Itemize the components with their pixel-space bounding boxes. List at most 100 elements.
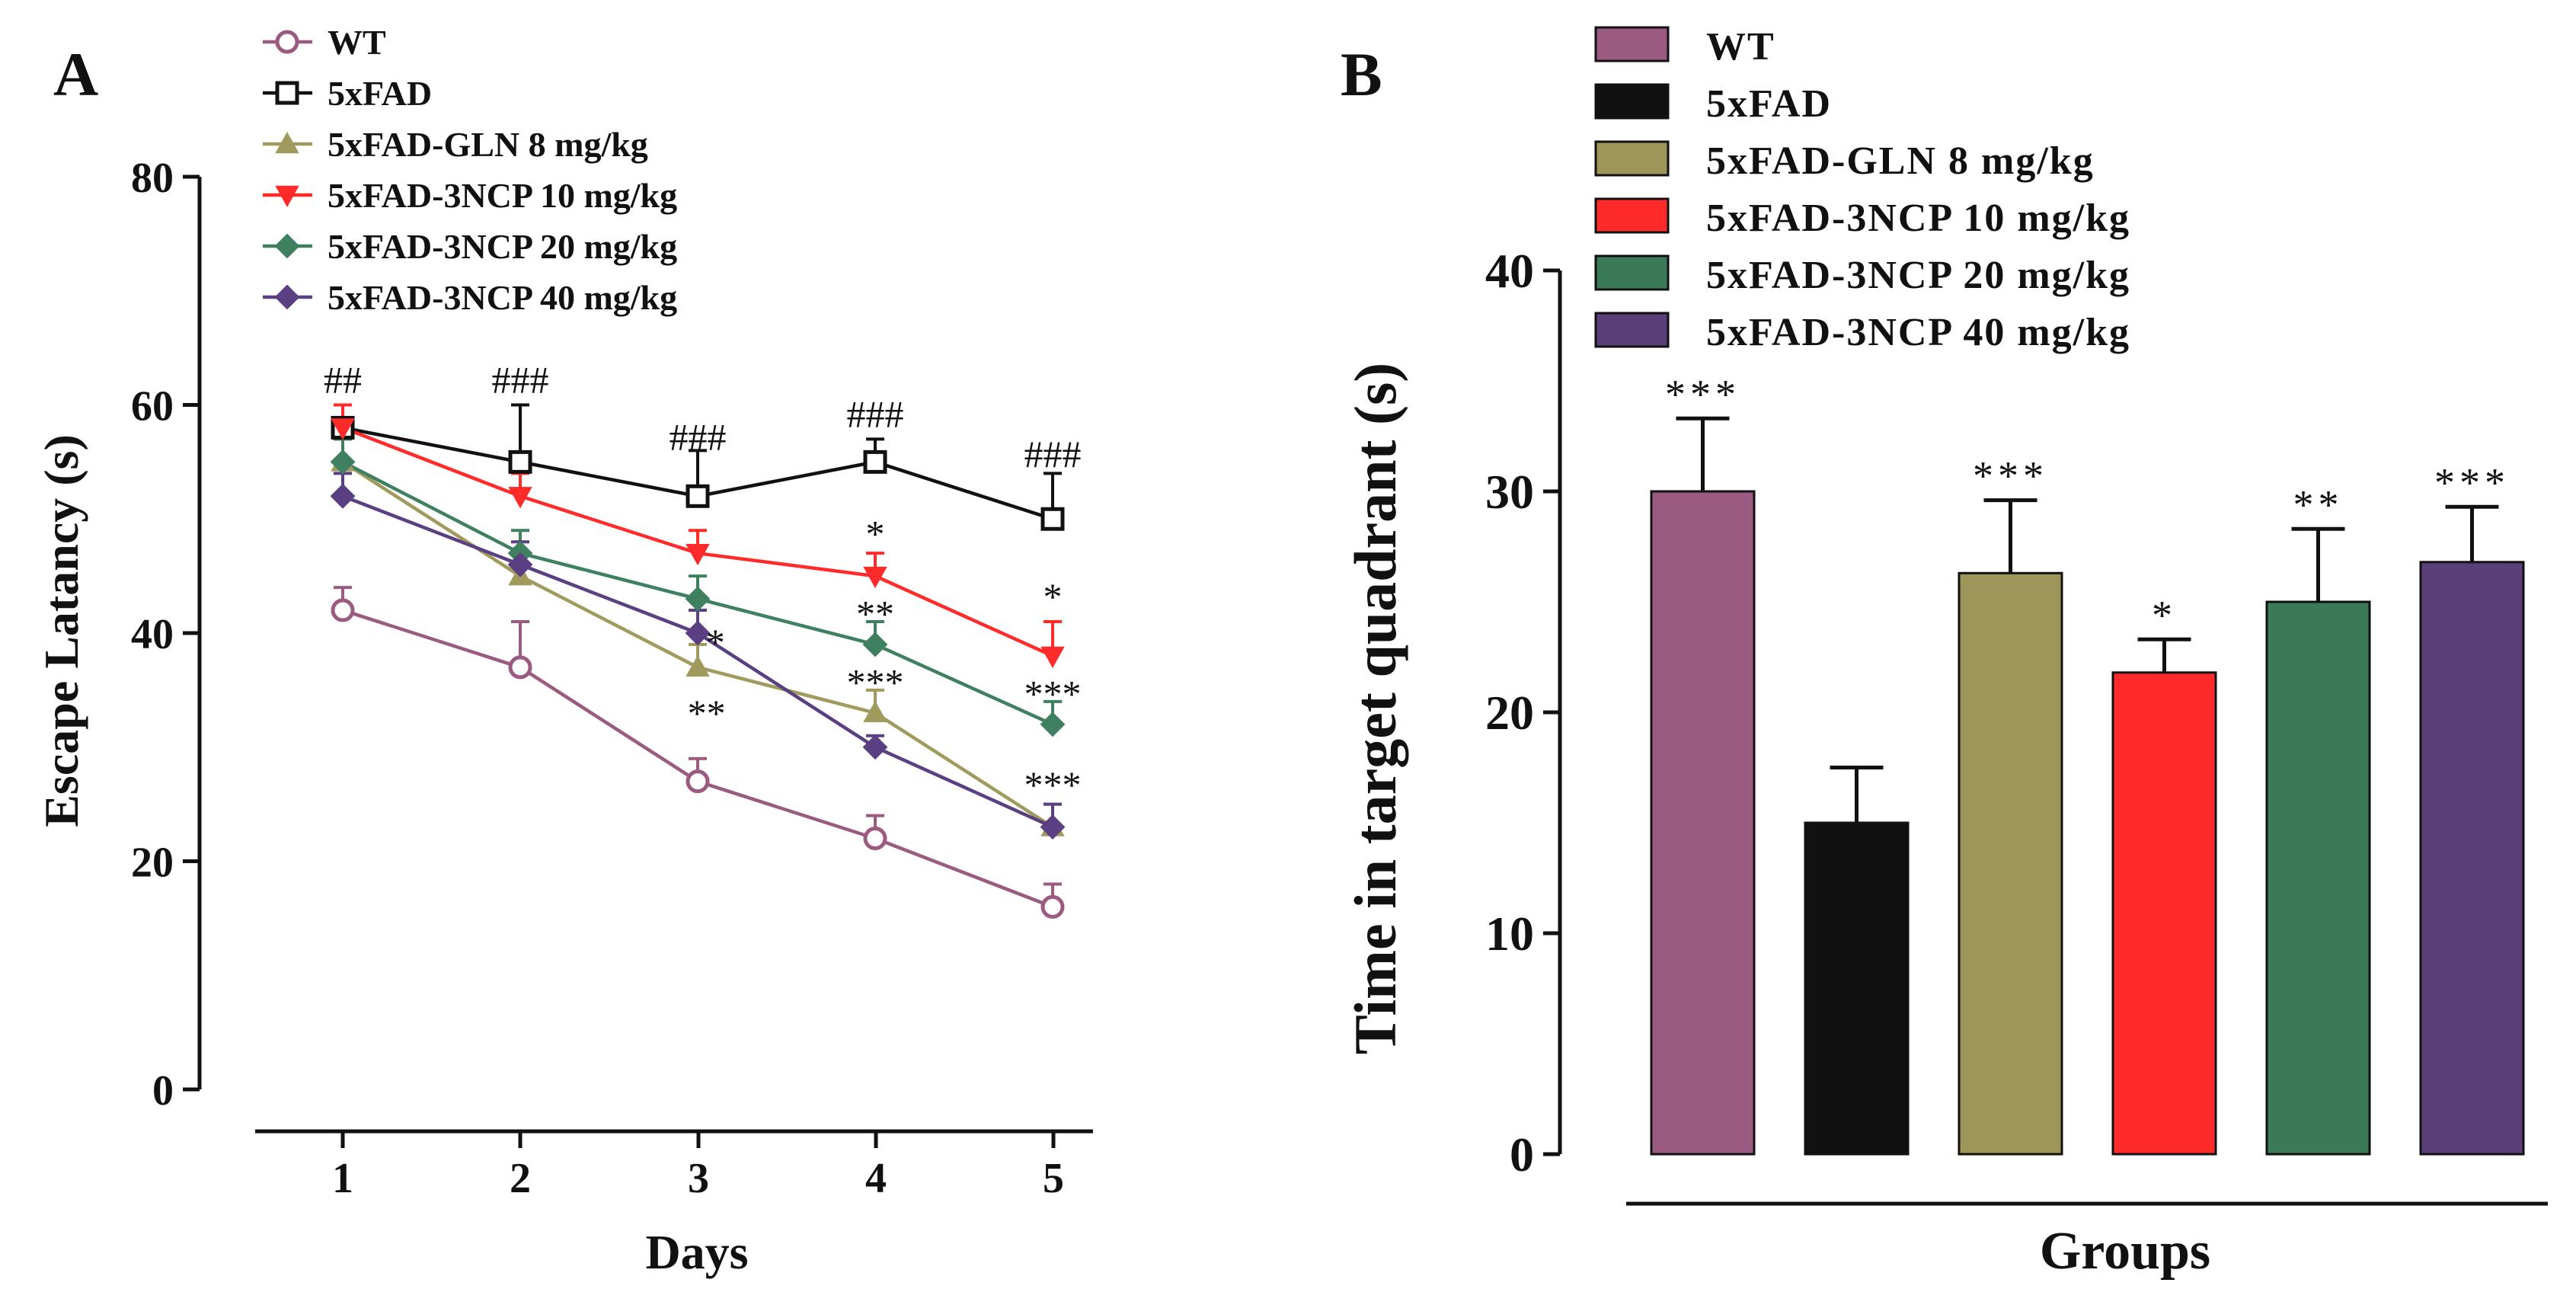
legend-label: 5xFAD-3NCP 40 mg/kg xyxy=(328,278,677,317)
panel-a-y-axis-label: Escape Latancy (s) xyxy=(34,434,88,827)
data-point-marker xyxy=(274,284,300,310)
data-point-marker xyxy=(274,233,300,259)
legend-label: 5xFAD-3NCP 20 mg/kg xyxy=(328,227,677,266)
legend-label: WT xyxy=(1706,25,1775,69)
y-tick-label: 30 xyxy=(1485,465,1534,519)
data-point-marker xyxy=(331,598,355,622)
data-point-marker xyxy=(507,552,533,577)
panel-b-bars: ********* *** xyxy=(1650,371,2525,1156)
legend-swatch xyxy=(1594,197,1670,234)
significance-label: * xyxy=(2152,592,2177,638)
significance-label: ## xyxy=(324,359,362,401)
y-tick-label: 40 xyxy=(1485,244,1534,298)
legend-label: 5xFAD-3NCP 10 mg/kg xyxy=(1706,197,2130,240)
data-point-marker xyxy=(686,654,710,677)
data-point-marker xyxy=(275,185,299,208)
legend-label: 5xFAD-3NCP 20 mg/kg xyxy=(1706,254,2130,297)
x-tick-label: 4 xyxy=(865,1155,887,1202)
legend-swatch xyxy=(1594,254,1670,291)
data-point-marker xyxy=(686,484,710,508)
significance-label: ### xyxy=(1024,433,1082,475)
significance-label: * xyxy=(866,513,885,555)
x-tick-label: 3 xyxy=(688,1155,709,1202)
panel-b-tick-labels: 0 10 20 30 40 xyxy=(1485,244,1534,1182)
panel-b-label: B xyxy=(1341,40,1382,109)
bar xyxy=(2419,561,2525,1156)
y-tick-label: 40 xyxy=(131,611,174,658)
data-point-marker xyxy=(331,418,355,440)
legend-label: 5xFAD-GLN 8 mg/kg xyxy=(1706,139,2095,183)
x-tick-label: 5 xyxy=(1043,1155,1064,1202)
legend-label: WT xyxy=(328,23,386,62)
data-point-marker xyxy=(863,827,887,851)
significance-label: *** xyxy=(1973,453,2048,499)
data-point-marker xyxy=(1040,712,1066,737)
panel-b-y-axis-label: Time in target quadrant (s) xyxy=(1342,363,1408,1055)
legend-swatch xyxy=(1594,140,1670,177)
data-point-marker xyxy=(330,449,356,475)
data-point-marker xyxy=(1040,646,1065,669)
significance-label: ** xyxy=(2293,481,2344,527)
significance-label: ### xyxy=(492,359,549,401)
legend-label: 5xFAD-GLN 8 mg/kg xyxy=(328,125,648,164)
data-point-marker xyxy=(862,734,888,760)
significance-label: *** xyxy=(1024,763,1082,806)
bar xyxy=(1958,571,2063,1156)
data-point-marker xyxy=(686,543,710,566)
data-point-marker xyxy=(275,81,299,105)
y-tick-label: 0 xyxy=(152,1067,174,1115)
legend-label: 5xFAD xyxy=(328,74,432,113)
y-tick-label: 60 xyxy=(131,383,174,430)
data-point-marker xyxy=(1040,507,1065,531)
bar xyxy=(1804,821,1910,1156)
data-point-marker xyxy=(863,566,887,589)
legend-label: 5xFAD-3NCP 40 mg/kg xyxy=(1706,311,2130,354)
data-point-marker xyxy=(508,655,532,680)
significance-label: * xyxy=(1044,575,1063,618)
legend-label: 5xFAD-3NCP 10 mg/kg xyxy=(328,176,677,215)
data-point-marker xyxy=(330,483,356,509)
data-point-marker xyxy=(1040,814,1066,840)
panel-a-label: A xyxy=(53,40,98,109)
y-tick-label: 20 xyxy=(1485,686,1534,740)
panel-a-x-axis-label: Days xyxy=(645,1225,748,1279)
y-tick-label: 0 xyxy=(1510,1127,1534,1182)
legend-swatch xyxy=(1594,26,1670,62)
data-point-marker xyxy=(863,449,887,474)
y-tick-label: 20 xyxy=(131,840,174,887)
significance-label: * xyxy=(706,621,725,664)
panel-a-markers xyxy=(330,415,1066,919)
significance-label: ### xyxy=(847,392,904,435)
y-tick-label: 80 xyxy=(131,155,174,202)
data-point-marker xyxy=(275,131,299,154)
data-point-marker xyxy=(275,30,299,54)
panel-a-axes xyxy=(183,174,1093,1148)
bar xyxy=(2111,671,2217,1156)
data-point-marker xyxy=(508,487,532,509)
data-point-marker xyxy=(862,632,888,657)
significance-label: *** xyxy=(2434,459,2510,505)
significance-label: *** xyxy=(1024,672,1082,715)
data-point-marker xyxy=(686,769,710,794)
panel-b-axes xyxy=(1543,268,2548,1206)
panel-a-annotations: ## ############******** ******** xyxy=(324,359,1082,807)
significance-label: ** xyxy=(856,593,894,635)
data-point-marker xyxy=(1040,894,1065,919)
bar xyxy=(1650,490,1756,1156)
legend-label: 5xFAD xyxy=(1706,82,1832,126)
significance-label: *** xyxy=(1665,371,1740,417)
legend-swatch xyxy=(1594,312,1670,348)
significance-label: ** xyxy=(688,692,726,734)
panel-b-x-axis-label: Groups xyxy=(2040,1222,2210,1281)
significance-label: ### xyxy=(670,415,727,458)
data-point-marker xyxy=(508,449,532,474)
significance-label: *** xyxy=(847,660,904,703)
x-tick-label: 1 xyxy=(332,1155,353,1202)
legend-swatch xyxy=(1594,83,1670,120)
data-point-marker xyxy=(685,620,711,646)
data-point-marker xyxy=(685,586,711,612)
bar xyxy=(2265,600,2371,1156)
